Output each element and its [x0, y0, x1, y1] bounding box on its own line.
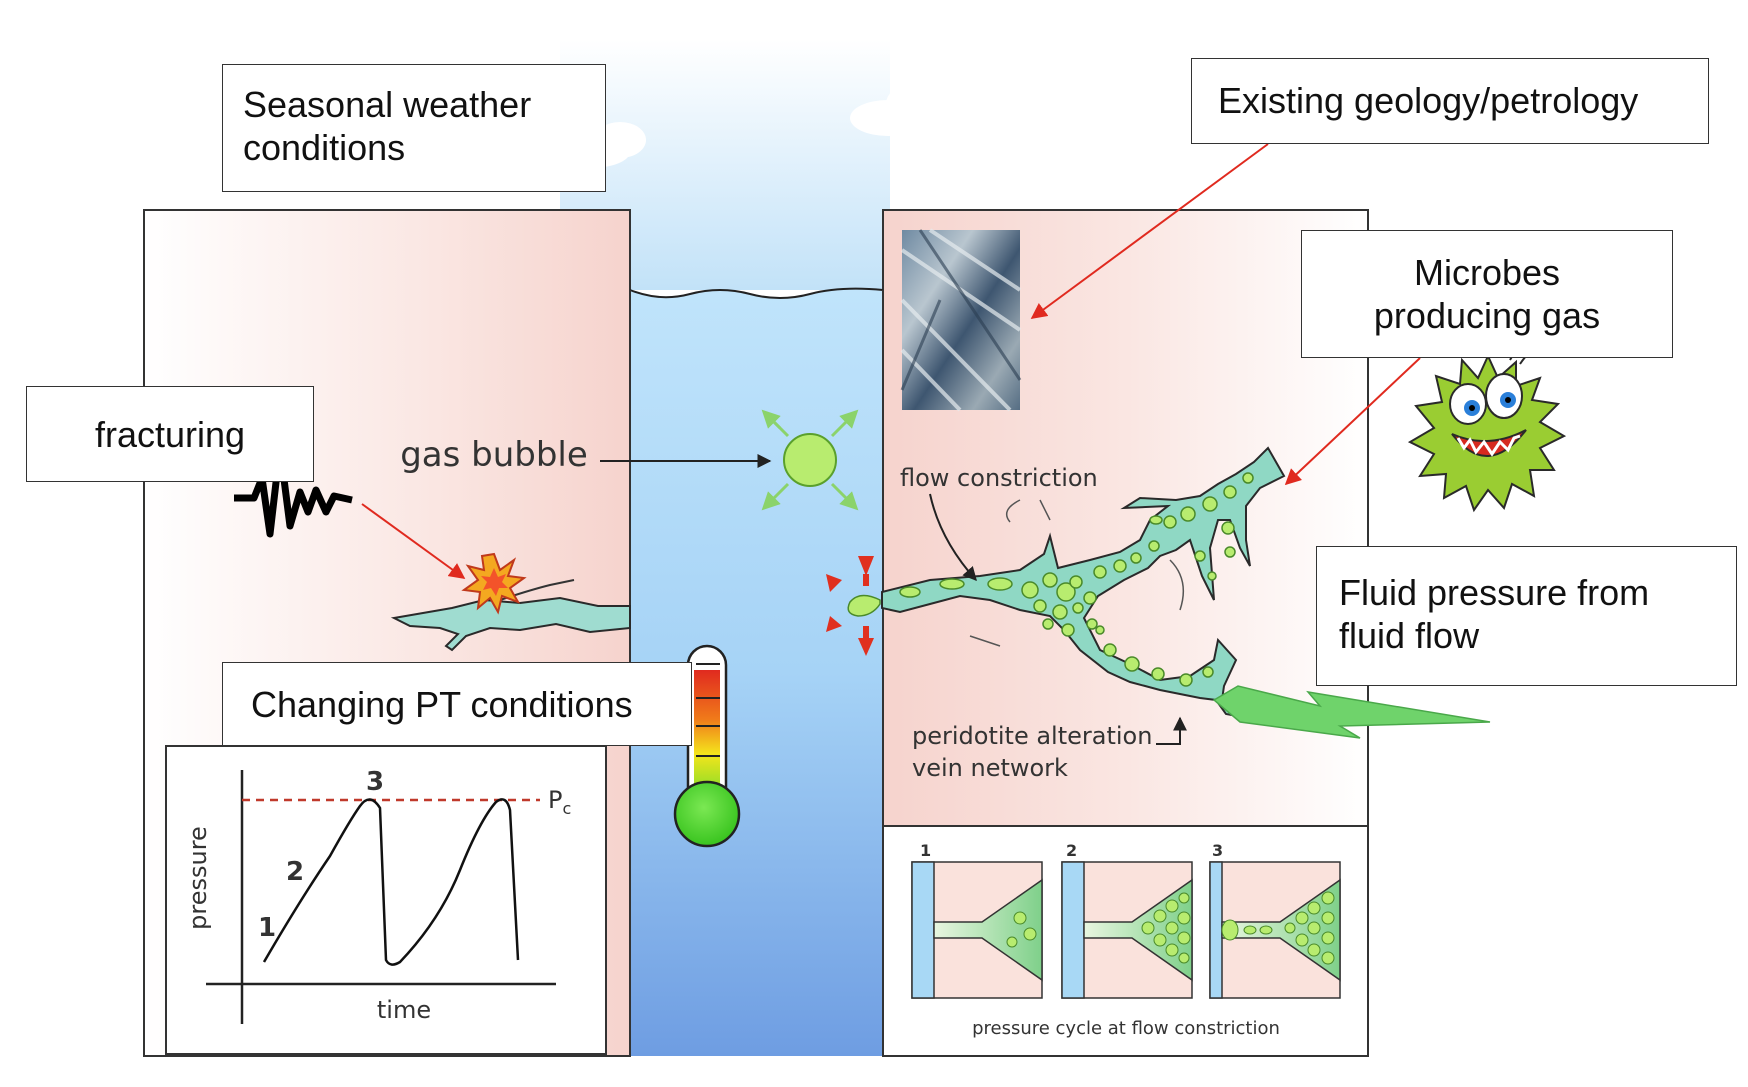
cycle-caption: pressure cycle at flow constriction	[972, 1018, 1280, 1039]
panel-number-1: 1	[920, 841, 931, 860]
seasonal-weather-label: Seasonal weather conditions	[222, 64, 606, 192]
fracturing-label: fracturing	[26, 386, 314, 482]
seasonal-weather-line-1: Seasonal weather	[243, 84, 532, 125]
water-surface	[629, 287, 884, 299]
flow-constriction-label: flow constriction	[900, 464, 1098, 492]
pressure-time-graph: pressure time Pc 1 2 3	[165, 745, 607, 1055]
curve-step-2: 2	[286, 857, 304, 887]
pressure-cycle-panels: 1 2 3 pressure cycle at flow constrictio…	[882, 825, 1369, 1057]
expansion-arrows	[761, 409, 859, 511]
microbes-pointer	[1284, 357, 1421, 486]
vein-bubbles	[899, 472, 1254, 687]
thermometer-icon	[673, 644, 741, 848]
microbes-label: Microbes producing gas	[1301, 230, 1673, 358]
gas-bubble	[783, 433, 837, 487]
fracturing-pointer	[361, 503, 466, 579]
geology-pointer	[1030, 143, 1269, 319]
pt-conditions-text: Changing PT conditions	[251, 684, 633, 725]
cycle-panel-3	[1209, 861, 1341, 999]
microbe-icon	[1407, 339, 1567, 513]
geology-text: Existing geology/petrology	[1218, 80, 1639, 121]
fluid-pressure-line-1: Fluid pressure from	[1339, 572, 1650, 613]
seasonal-weather-line-2: conditions	[243, 127, 406, 169]
lightning-bolt-icon	[1212, 685, 1491, 739]
rock-sample-image	[900, 228, 1022, 412]
explosion-icon	[461, 552, 527, 615]
pressure-axis-label: pressure	[184, 826, 212, 930]
vein-network-label-1: peridotite alteration	[912, 722, 1152, 750]
panel-number-3: 3	[1212, 841, 1223, 860]
curve-step-1: 1	[258, 913, 276, 943]
pt-conditions-label: Changing PT conditions	[222, 662, 692, 746]
fluid-pressure-line-2: fluid flow	[1339, 615, 1480, 657]
vein-network-label-2: vein network	[912, 754, 1068, 782]
pc-label: Pc	[548, 786, 571, 818]
gas-droplet	[847, 594, 881, 617]
geology-label: Existing geology/petrology	[1191, 58, 1709, 144]
time-axis-label: time	[377, 996, 431, 1024]
left-fracture-vein	[390, 596, 631, 652]
microbes-line-1: Microbes	[1413, 252, 1561, 293]
curve-step-3: 3	[366, 767, 384, 797]
fluid-pressure-label: Fluid pressure from fluid flow	[1316, 546, 1737, 686]
microbes-line-2: producing gas	[1373, 295, 1601, 337]
fracturing-text: fracturing	[94, 414, 246, 455]
pressure-arrows	[826, 556, 874, 656]
gas-bubble-label: gas bubble	[400, 435, 588, 475]
panel-number-2: 2	[1066, 841, 1077, 860]
cycle-panel-1	[911, 861, 1043, 999]
cycle-panel-2	[1061, 861, 1193, 999]
